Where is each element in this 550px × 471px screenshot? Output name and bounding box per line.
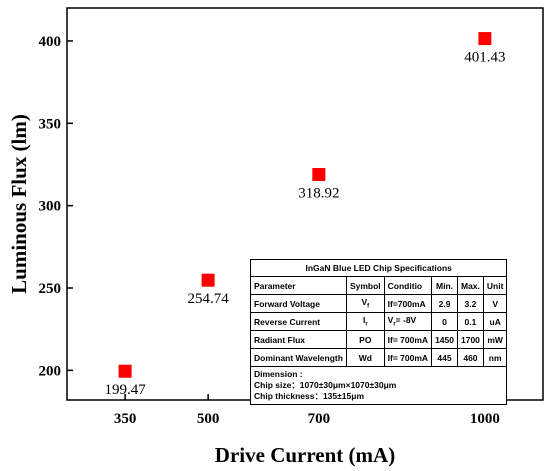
header-cell: Max.: [456, 276, 484, 295]
condition-cell: If= 700mA: [383, 348, 433, 367]
min-cell: 445: [431, 348, 458, 367]
table-caption: InGaN Blue LED Chip Specifications: [249, 259, 508, 277]
header-cell: Parameter: [250, 276, 347, 295]
max-cell: 3.2: [456, 294, 484, 313]
symbol-cell: PO: [345, 330, 385, 349]
y-tick-label: 250: [39, 281, 62, 297]
unit-cell: V: [482, 294, 508, 313]
y-tick-label: 200: [39, 363, 62, 379]
y-axis-title: Luminous Flux (lm): [7, 114, 31, 294]
axis-ticks: 350 500 700 1000 200 250 300 350 400: [39, 34, 500, 427]
dimension-cell: Dimension : Chip size：1070±30μm×1070±30μ…: [249, 366, 508, 405]
table-header-row: Parameter Symbol Conditio Min. Max. Unit: [250, 276, 508, 295]
data-point-marker: [201, 273, 215, 287]
y-tick-label: 300: [39, 199, 62, 215]
table-row: Dominant Wavelength Wd If= 700mA 445 460…: [250, 348, 508, 367]
data-points: 199.47 254.74 318.92 401.43: [104, 32, 506, 398]
min-cell: 0: [431, 312, 458, 331]
y-tick-label: 400: [39, 34, 62, 50]
header-cell: Symbol: [345, 276, 385, 295]
parameter-cell: Reverse Current: [250, 312, 347, 331]
x-tick-label: 700: [308, 411, 331, 427]
data-point-label: 401.43: [464, 50, 505, 66]
data-point-marker: [312, 167, 326, 181]
max-cell: 0.1: [456, 312, 484, 331]
min-cell: 2.9: [431, 294, 458, 313]
header-cell: Min.: [431, 276, 458, 295]
y-tick-label: 350: [39, 116, 62, 132]
x-tick-label: 350: [114, 411, 137, 427]
parameter-cell: Radiant Flux: [250, 330, 347, 349]
table-caption-row: InGaN Blue LED Chip Specifications: [249, 259, 508, 277]
symbol-cell: Ir: [345, 312, 385, 331]
condition-cell: If=700mA: [383, 294, 433, 313]
chip-size-text: Chip size：1070±30μm×1070±30μm: [254, 380, 397, 390]
spec-table-container: InGaN Blue LED Chip Specifications Param…: [249, 259, 508, 405]
x-axis-title: Drive Current (mA): [215, 443, 395, 467]
header-cell: Unit: [482, 276, 508, 295]
min-cell: 1450: [431, 330, 458, 349]
unit-cell: mW: [482, 330, 508, 349]
dimension-title: Dimension :: [254, 369, 303, 379]
data-point-marker: [118, 364, 132, 378]
data-point-label: 199.47: [104, 382, 146, 398]
unit-cell: nm: [482, 348, 508, 367]
parameter-cell: Dominant Wavelength: [250, 348, 347, 367]
dimension-row: Dimension : Chip size：1070±30μm×1070±30μ…: [249, 366, 508, 405]
data-point-marker: [478, 32, 492, 46]
max-cell: 1700: [456, 330, 484, 349]
condition-cell: Vr= -8V: [383, 312, 433, 331]
x-tick-label: 500: [197, 411, 220, 427]
table-row: Reverse Current Ir Vr= -8V 0 0.1 uA: [250, 312, 508, 331]
symbol-cell: Vf: [345, 294, 385, 313]
data-point-label: 318.92: [298, 185, 339, 201]
unit-cell: uA: [482, 312, 508, 331]
table-row: Forward Voltage Vf If=700mA 2.9 3.2 V: [250, 294, 508, 313]
table-row: Radiant Flux PO If= 700mA 1450 1700 mW: [250, 330, 508, 349]
x-tick-label: 1000: [470, 411, 500, 427]
parameter-cell: Forward Voltage: [250, 294, 347, 313]
spec-table: InGaN Blue LED Chip Specifications Param…: [249, 259, 508, 405]
data-point-label: 254.74: [188, 291, 230, 307]
chip-thickness-text: Chip thickness：135±15μm: [254, 391, 365, 401]
max-cell: 460: [456, 348, 484, 367]
header-cell: Conditio: [383, 276, 433, 295]
condition-cell: If= 700mA: [383, 330, 433, 349]
symbol-cell: Wd: [345, 348, 385, 367]
